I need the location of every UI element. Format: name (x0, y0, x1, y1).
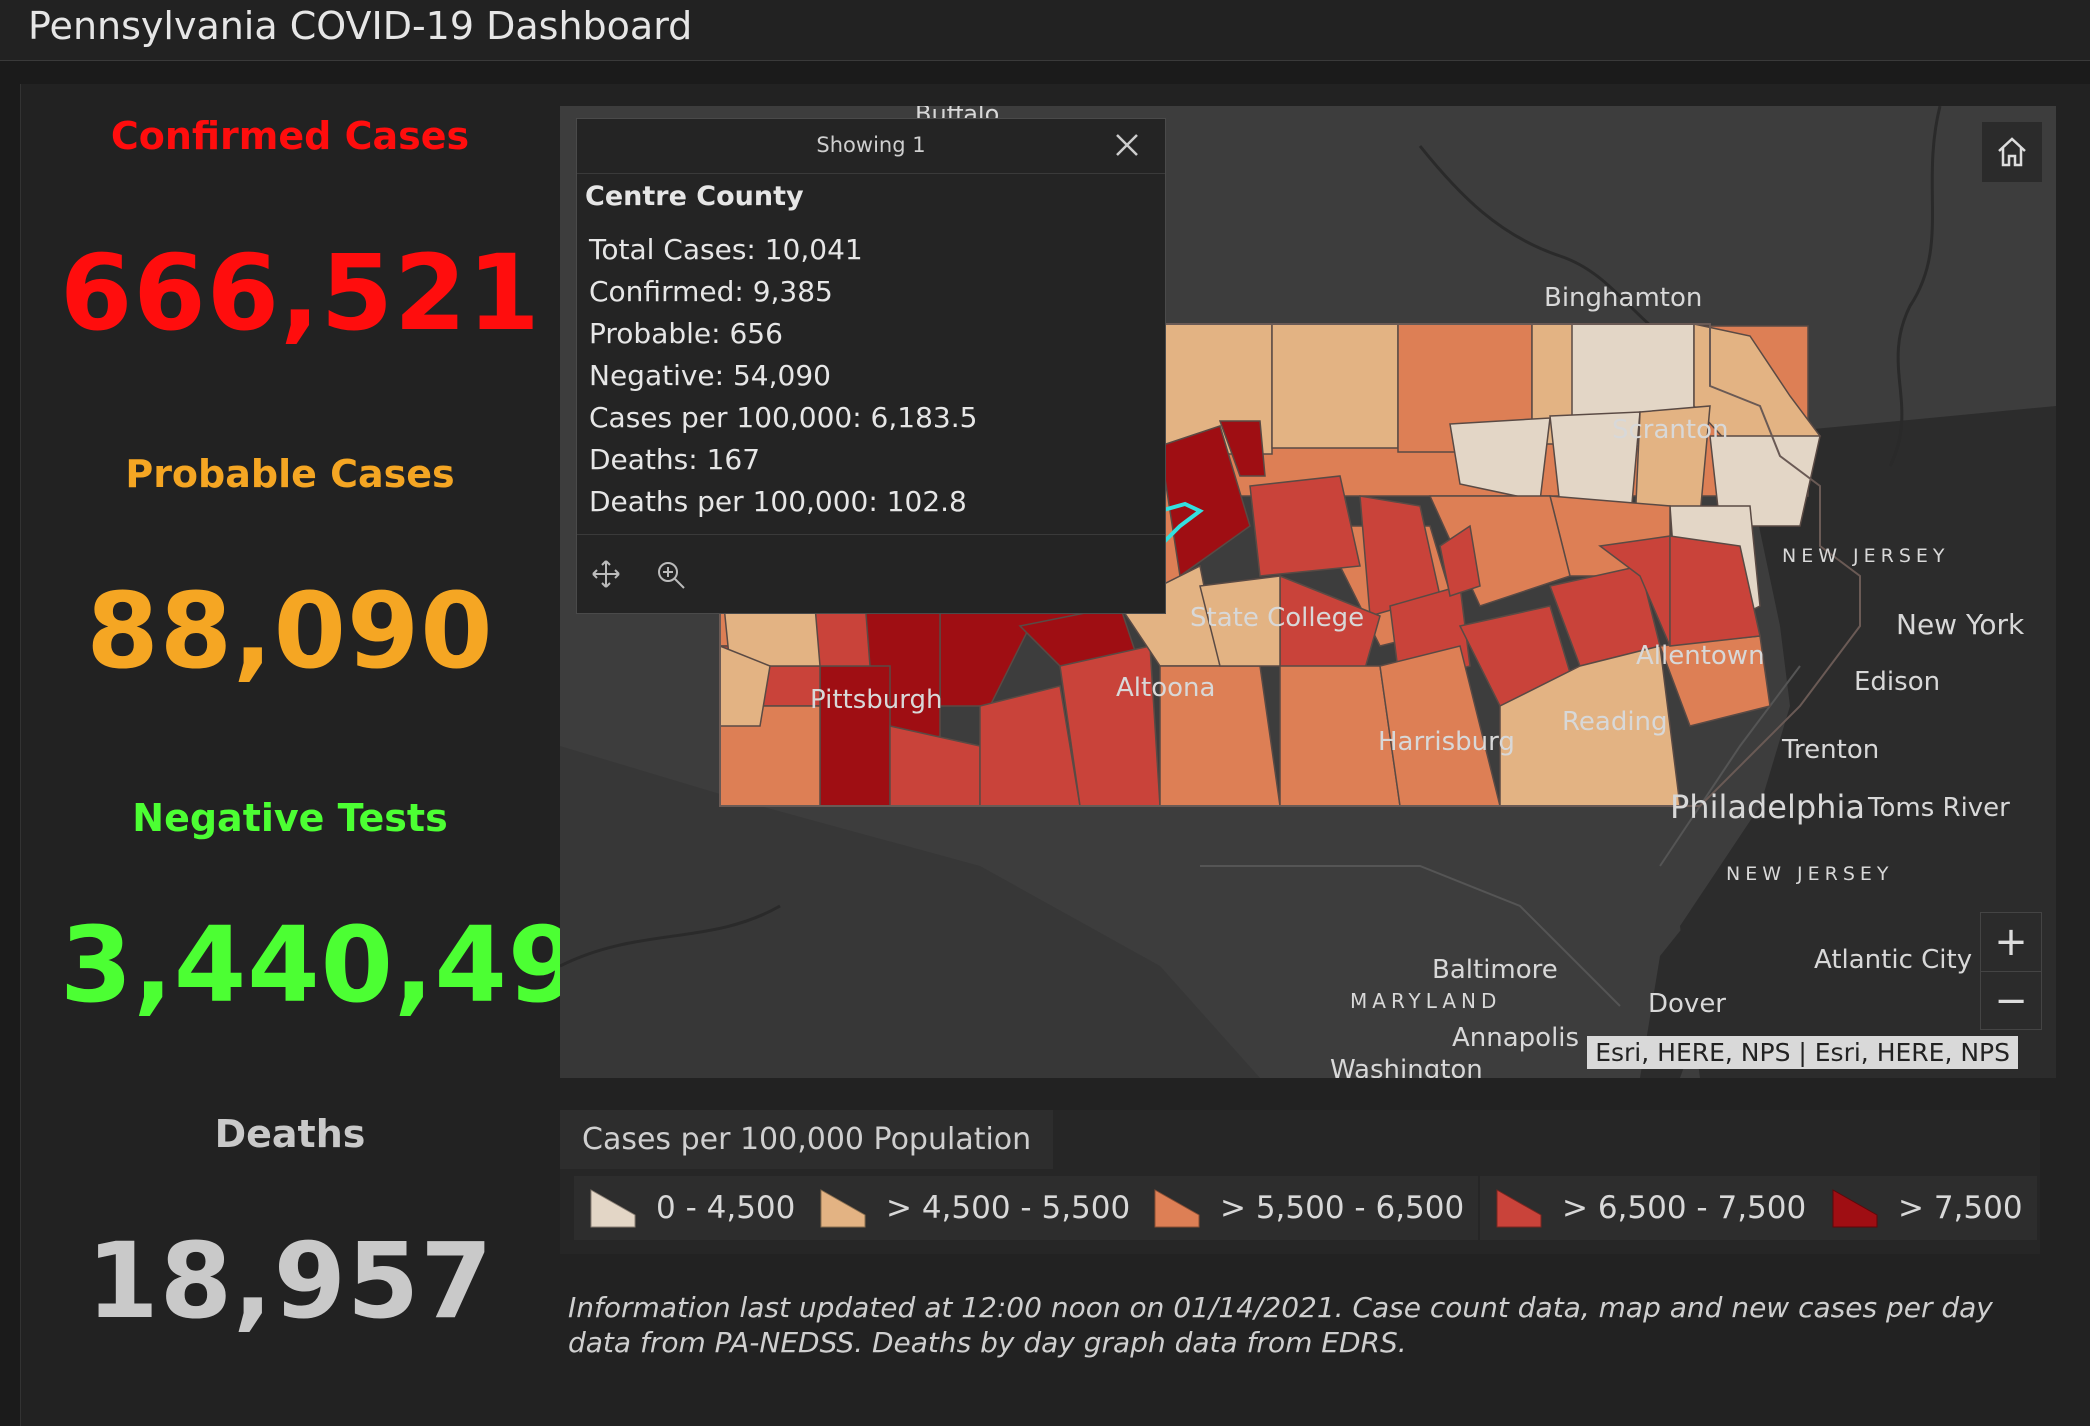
legend-item-2: > 5,500 - 6,500 (1138, 1176, 1479, 1240)
app-title: Pennsylvania COVID-19 Dashboard (28, 4, 693, 48)
legend-swatch-4 (1832, 1189, 1878, 1228)
map-canvas[interactable]: Buffalo Binghamton Scranton New York Edi… (560, 106, 2056, 1078)
map-label-pittsburgh: Pittsburgh (810, 685, 942, 715)
map-attribution[interactable]: Esri, HERE, NPS | Esri, HERE, NPS (1587, 1036, 2018, 1069)
close-icon[interactable] (1113, 131, 1141, 159)
popup-deaths-per-100k: Deaths per 100,000: 102.8 (589, 485, 967, 518)
legend-swatch-0 (590, 1189, 636, 1228)
update-footnote: Information last updated at 12:00 noon o… (568, 1291, 1993, 1359)
popup-total-cases: Total Cases: 10,041 (589, 233, 863, 266)
legend-label-0: 0 - 4,500 (656, 1190, 796, 1226)
negative-tests-label: Negative Tests (132, 796, 448, 840)
legend-label-1: > 4,500 - 5,500 (886, 1190, 1131, 1226)
map-label-new-jersey-2: NEW JERSEY (1726, 863, 1894, 885)
map-label-altoona: Altoona (1116, 673, 1215, 703)
legend-item-1: > 4,500 - 5,500 (804, 1176, 1145, 1240)
popup-title: Centre County (585, 181, 804, 212)
map-label-scranton: Scranton (1612, 415, 1728, 445)
zoom-out-button[interactable]: − (1981, 971, 2041, 1030)
map-label-maryland: MARYLAND (1350, 989, 1501, 1013)
map-label-philadelphia: Philadelphia (1670, 788, 1865, 826)
popup-negative: Negative: 54,090 (589, 359, 831, 392)
map-label-atlantic-city: Atlantic City (1814, 945, 1972, 975)
map-label-trenton: Trenton (1781, 735, 1879, 765)
map-label-new-jersey: NEW JERSEY (1782, 545, 1950, 567)
map-label-state-college: State College (1190, 603, 1364, 633)
map-label-new-york: New York (1896, 608, 2025, 641)
legend-label-3: > 6,500 - 7,500 (1562, 1190, 1807, 1226)
map-label-harrisburg: Harrisburg (1378, 727, 1515, 757)
legend-label-2: > 5,500 - 6,500 (1220, 1190, 1465, 1226)
legend-title: Cases per 100,000 Population (560, 1110, 1054, 1169)
deaths-value: 18,957 (86, 1220, 494, 1342)
popup-deaths: Deaths: 167 (589, 443, 761, 476)
zoom-in-button[interactable]: + (1994, 919, 2028, 965)
home-button[interactable] (1982, 122, 2042, 182)
county-popup: Showing 1 Centre County Total Cases: 10,… (576, 118, 1166, 614)
confirmed-cases-value: 666,521 (60, 232, 541, 354)
negative-tests-value: 3,440,494 (60, 904, 655, 1026)
header-bar: Pennsylvania COVID-19 Dashboard (0, 0, 2090, 61)
deaths-label: Deaths (214, 1112, 366, 1156)
popup-showing-count: Showing 1 (816, 133, 926, 157)
legend-item-3: > 6,500 - 7,500 (1480, 1176, 1821, 1240)
legend-swatch-3 (1496, 1189, 1542, 1228)
zoom-to-icon[interactable] (655, 559, 687, 591)
map-label-binghamton: Binghamton (1544, 283, 1702, 313)
legend-swatch-1 (820, 1189, 866, 1228)
legend-label-4: > 7,500 (1898, 1190, 2023, 1226)
probable-cases-label: Probable Cases (125, 452, 455, 496)
map-label-annapolis: Annapolis (1452, 1023, 1579, 1053)
popup-confirmed: Confirmed: 9,385 (589, 275, 833, 308)
legend-swatch-2 (1154, 1189, 1200, 1228)
confirmed-cases-label: Confirmed Cases (110, 114, 470, 158)
map-label-dover: Dover (1648, 989, 1726, 1019)
home-icon (1998, 137, 2026, 167)
popup-cases-per-100k: Cases per 100,000: 6,183.5 (589, 401, 978, 434)
map-legend: Cases per 100,000 Population 0 - 4,500 >… (560, 1110, 2040, 1254)
map-label-edison: Edison (1854, 667, 1940, 697)
move-icon[interactable] (591, 559, 621, 589)
legend-item-0: 0 - 4,500 (574, 1176, 810, 1240)
legend-item-4: > 7,500 (1816, 1176, 2037, 1240)
popup-probable: Probable: 656 (589, 317, 783, 350)
map-label-washington: Washington (1330, 1055, 1483, 1078)
map-label-baltimore: Baltimore (1432, 955, 1558, 985)
map-label-reading: Reading (1562, 707, 1668, 737)
popup-header: Showing 1 (577, 119, 1165, 174)
map-label-allentown: Allentown (1636, 641, 1765, 671)
map-label-toms-river: Toms River (1867, 793, 2010, 823)
zoom-control: + − (1980, 912, 2042, 1030)
popup-divider (577, 534, 1165, 535)
covid-map[interactable]: Buffalo Binghamton Scranton New York Edi… (560, 106, 2056, 1078)
probable-cases-value: 88,090 (86, 570, 494, 692)
